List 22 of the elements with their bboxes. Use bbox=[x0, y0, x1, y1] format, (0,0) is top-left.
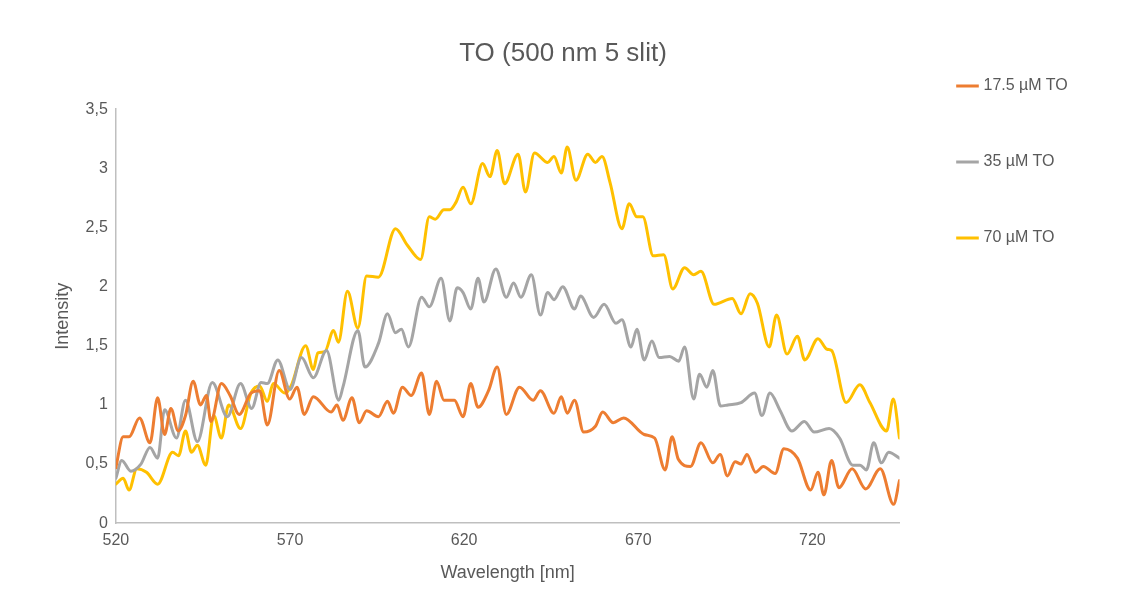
y-tick-label: 2,5 bbox=[85, 217, 108, 235]
x-tick-label: 570 bbox=[276, 531, 304, 549]
y-tick-label: 0 bbox=[98, 513, 108, 531]
y-tick-label: 1,5 bbox=[85, 336, 108, 354]
y-axis-title: Intensity bbox=[51, 282, 72, 350]
line-series bbox=[115, 365, 900, 506]
line-series bbox=[115, 267, 900, 480]
legend-label: 17.5 µM TO bbox=[983, 76, 1068, 94]
chart-title: TO (500 nm 5 slit) bbox=[459, 36, 667, 67]
y-tick-label: 3 bbox=[98, 158, 108, 176]
line-series bbox=[115, 145, 900, 492]
x-tick-label: 720 bbox=[799, 531, 826, 549]
x-axis-title: Wavelength [nm] bbox=[440, 562, 575, 583]
y-tick-label: 0,5 bbox=[85, 454, 108, 472]
x-tick-label: 520 bbox=[102, 531, 130, 549]
legend-label: 35 µM TO bbox=[983, 152, 1055, 170]
legend-label: 70 µM TO bbox=[983, 228, 1055, 246]
y-tick-label: 1 bbox=[98, 395, 108, 413]
y-tick-label: 2 bbox=[98, 277, 108, 295]
x-tick-label: 670 bbox=[624, 531, 652, 549]
x-tick-label: 620 bbox=[450, 531, 478, 549]
y-tick-label: 3,5 bbox=[85, 99, 108, 117]
